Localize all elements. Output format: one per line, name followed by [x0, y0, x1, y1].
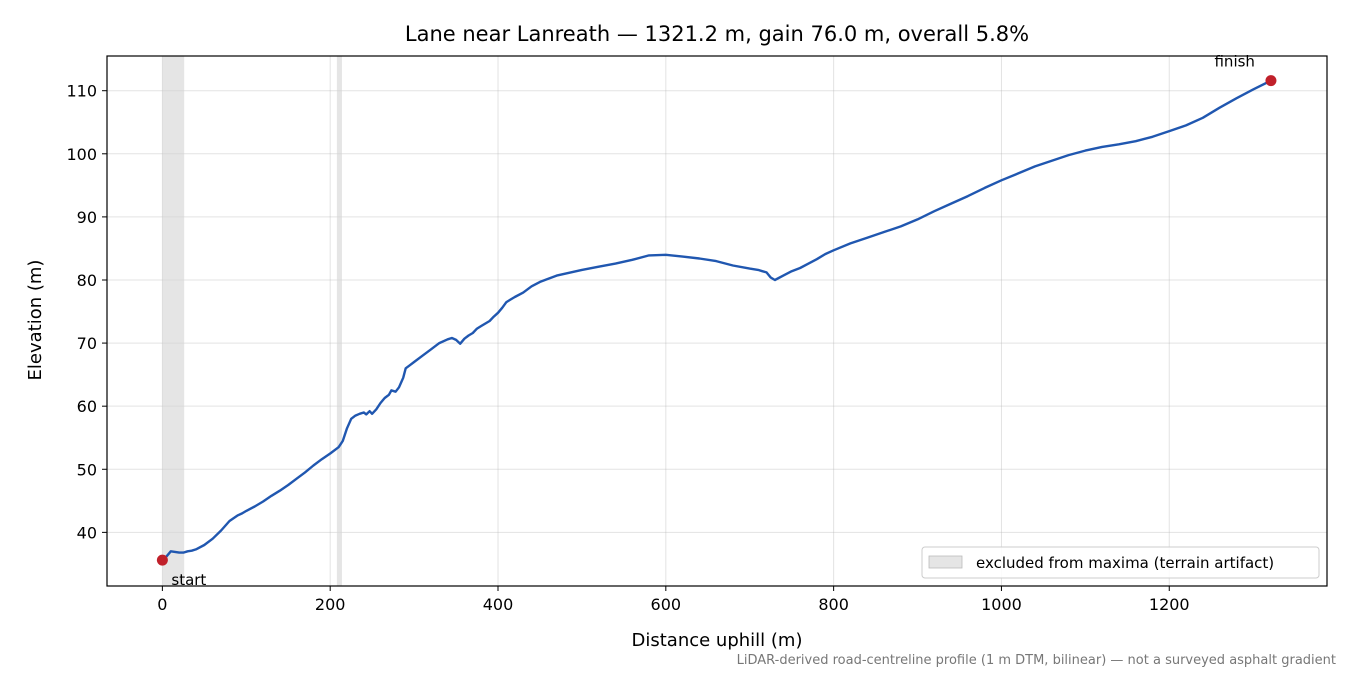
- excluded-bands: [162, 56, 342, 586]
- x-tick-label: 800: [818, 595, 849, 614]
- plot-area: start finish: [106, 53, 1328, 590]
- series-group: [161, 79, 1273, 562]
- y-tick-label: 90: [77, 208, 97, 227]
- x-tick-label: 1200: [1149, 595, 1190, 614]
- excluded-range-band: [162, 56, 185, 586]
- excluded-range-band: [336, 56, 342, 586]
- y-tick-label: 110: [66, 82, 97, 101]
- finish-label: finish: [1214, 53, 1254, 71]
- x-axis-title: Distance uphill (m): [632, 630, 803, 651]
- legend-label-excluded: excluded from maxima (terrain artifact): [976, 554, 1274, 572]
- annotations: start finish: [171, 53, 1255, 590]
- grid-lines: [107, 56, 1327, 586]
- x-tick-label: 200: [315, 595, 346, 614]
- y-axis: 40 50 60 70 80 90 100 110: [66, 82, 107, 542]
- legend-swatch-excluded: [928, 555, 963, 569]
- elevation-line: [161, 79, 1273, 562]
- legend-box: [921, 546, 1320, 579]
- x-tick-label: 0: [157, 595, 167, 614]
- start-label: start: [171, 571, 206, 589]
- endpoint-markers: [156, 75, 1277, 566]
- plot-frame: [106, 55, 1328, 587]
- x-tick-label: 400: [483, 595, 514, 614]
- footnote: LiDAR-derived road-centreline profile (1…: [737, 653, 1336, 668]
- x-axis: 0 200 400 600 800 1000 1200: [157, 586, 1190, 614]
- y-axis-title: Elevation (m): [25, 260, 46, 381]
- y-tick-label: 100: [66, 145, 97, 164]
- legend: excluded from maxima (terrain artifact): [921, 546, 1320, 579]
- y-tick-label: 40: [77, 523, 97, 542]
- y-tick-label: 50: [77, 460, 97, 479]
- chart-title: Lane near Lanreath — 1321.2 m, gain 76.0…: [405, 22, 1029, 46]
- x-tick-label: 1000: [981, 595, 1022, 614]
- x-tick-label: 600: [651, 595, 682, 614]
- y-tick-label: 60: [77, 397, 97, 416]
- finish-point: [1265, 75, 1277, 87]
- y-tick-label: 70: [77, 334, 97, 353]
- y-tick-label: 80: [77, 271, 97, 290]
- start-point: [156, 554, 168, 566]
